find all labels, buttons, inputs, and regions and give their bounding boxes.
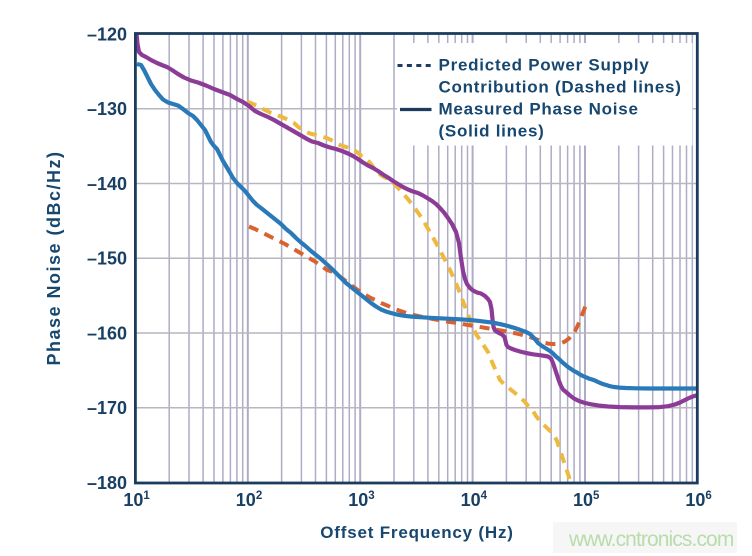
svg-text:(Solid lines): (Solid lines) [439, 122, 545, 141]
svg-text:102: 102 [236, 490, 262, 510]
svg-text:www.cntronics.com: www.cntronics.com [568, 528, 734, 551]
svg-text:Contribution (Dashed lines): Contribution (Dashed lines) [439, 78, 682, 97]
svg-text:–140: –140 [87, 174, 127, 194]
svg-text:–170: –170 [87, 398, 127, 418]
svg-text:103: 103 [348, 490, 374, 510]
svg-text:–130: –130 [87, 99, 127, 119]
svg-text:Predicted Power Supply: Predicted Power Supply [439, 56, 650, 75]
svg-text:Offset Frequency (Hz): Offset Frequency (Hz) [320, 523, 513, 542]
svg-text:106: 106 [685, 490, 711, 510]
svg-text:Phase Noise (dBc/Hz): Phase Noise (dBc/Hz) [44, 150, 64, 365]
svg-text:–180: –180 [87, 473, 127, 493]
svg-text:–120: –120 [87, 24, 127, 44]
svg-text:Measured Phase Noise: Measured Phase Noise [439, 100, 639, 119]
svg-text:–160: –160 [87, 323, 127, 343]
svg-text:–150: –150 [87, 249, 127, 269]
